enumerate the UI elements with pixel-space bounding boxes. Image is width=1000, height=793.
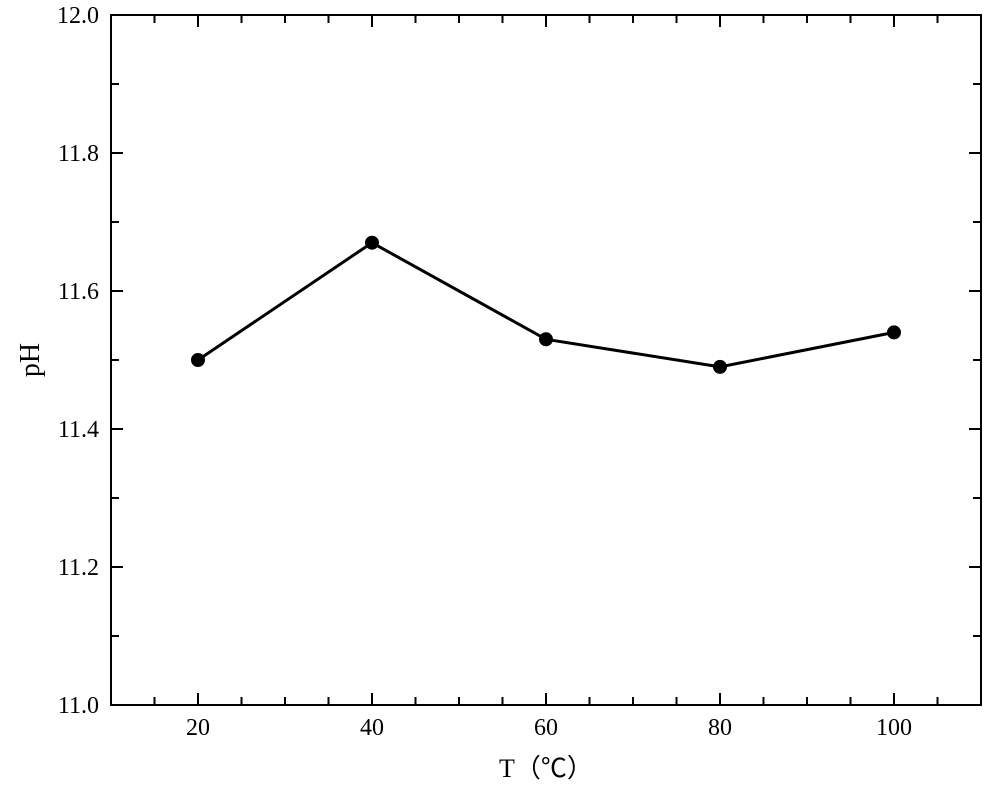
y-tick-label: 11.0 <box>58 693 99 719</box>
series-line <box>198 243 894 367</box>
y-tick-label: 11.2 <box>58 555 99 581</box>
y-tick-label: 11.6 <box>58 279 99 305</box>
x-tick-label: 100 <box>876 715 912 741</box>
line-chart: 20 40 60 80 100 11.0 11.2 11.4 11.6 11.8 12.0 T（℃） p… <box>0 0 1000 793</box>
x-tick-label: 60 <box>534 715 558 741</box>
x-tick-label: 20 <box>186 715 210 741</box>
x-tick-label: 40 <box>360 715 384 741</box>
chart-container: 20 40 60 80 100 11.0 11.2 11.4 11.6 11.8 12.0 T（℃） p… <box>0 0 1000 793</box>
data-point <box>714 360 727 373</box>
x-axis-label: T（℃） <box>499 754 593 783</box>
data-point <box>366 236 379 249</box>
data-point <box>888 326 901 339</box>
data-point <box>540 333 553 346</box>
y-tick-label: 11.8 <box>58 141 99 167</box>
y-tick-label: 11.4 <box>58 417 99 443</box>
x-tick-label: 80 <box>708 715 732 741</box>
data-point <box>192 354 205 367</box>
y-axis-label: pH <box>15 343 46 377</box>
plot-frame <box>111 15 981 705</box>
y-tick-label: 12.0 <box>57 3 99 29</box>
